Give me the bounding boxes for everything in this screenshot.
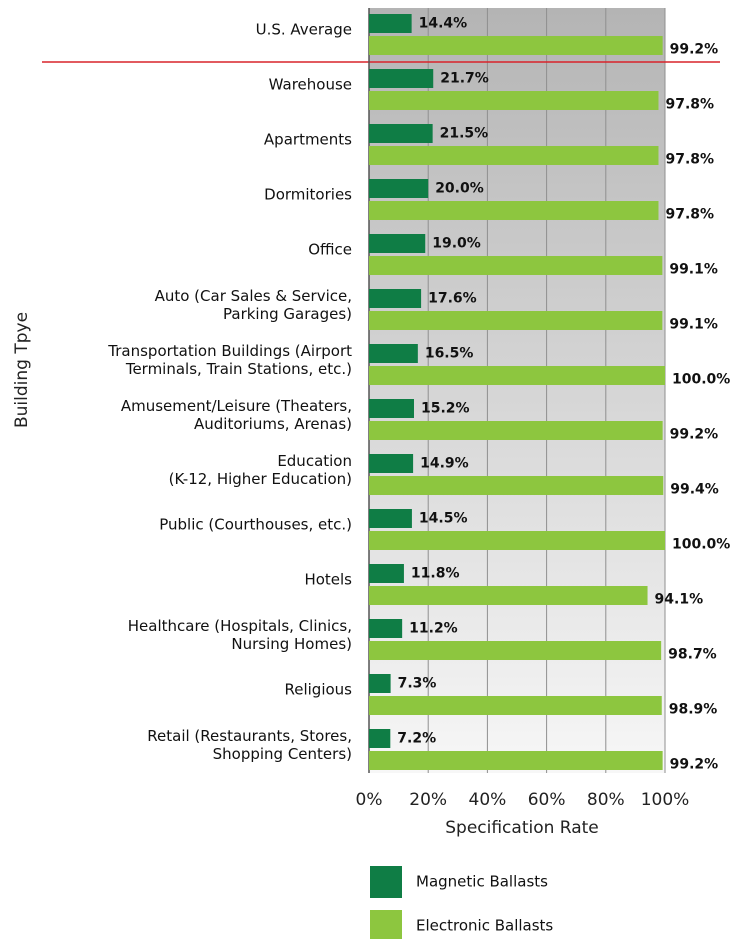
bar [369,476,664,495]
bar [369,696,662,715]
bar [369,146,659,165]
y-axis-label: Building Tpye [12,312,32,428]
value-label: 99.4% [670,482,719,498]
value-label: 17.6% [428,291,477,307]
value-label: 98.7% [668,647,717,663]
value-label: 7.3% [398,676,437,692]
bar [369,36,663,55]
value-label: 21.7% [440,71,489,87]
bar [369,531,665,550]
y-tick-label: Religious [285,681,353,699]
legend-swatch [370,866,402,898]
bar [369,289,422,308]
y-tick-label: Healthcare (Hospitals, Clinics, Nursing H… [128,617,352,653]
bar [369,69,434,88]
value-label: 97.8% [665,97,714,113]
bar [369,179,429,198]
value-label: 100.0% [672,537,730,553]
legend-label: Magnetic Ballasts [416,873,548,891]
y-tick-label: U.S. Average [256,21,352,39]
x-tick-label: 0% [356,790,383,810]
y-tick-label: Dormitories [264,186,352,204]
legend-label: Electronic Ballasts [416,917,553,935]
value-label: 94.1% [655,592,704,608]
value-label: 20.0% [435,181,484,197]
value-label: 14.4% [419,16,468,32]
bar [369,366,665,385]
y-tick-label: Education (K-12, Higher Education) [169,452,352,488]
bar [369,91,659,110]
y-tick-label: Apartments [264,131,352,149]
y-tick-label: Retail (Restaurants, Stores, Shopping Cen… [147,727,352,763]
value-label: 14.5% [419,511,468,527]
bar [369,729,391,748]
value-label: 99.2% [670,427,719,443]
value-label: 98.9% [669,702,718,718]
x-tick-label: 20% [409,790,447,810]
value-label: 99.2% [670,42,719,58]
value-label: 14.9% [420,456,469,472]
bar [369,454,414,473]
value-label: 11.2% [409,621,458,637]
x-tick-label: 60% [528,790,566,810]
y-tick-label: Warehouse [269,76,352,94]
x-axis-label: Specification Rate [445,818,599,838]
bar [369,509,412,528]
x-tick-label: 80% [587,790,625,810]
bar [369,674,391,693]
bar [369,641,662,660]
bar [369,344,418,363]
value-label: 19.0% [432,236,481,252]
value-label: 21.5% [440,126,489,142]
bar [369,311,663,330]
bar [369,421,663,440]
bar [369,751,663,770]
value-label: 11.8% [411,566,460,582]
value-label: 7.2% [397,731,436,747]
y-tick-label: Auto (Car Sales & Service, Parking Garage… [155,287,352,323]
value-label: 15.2% [421,401,470,417]
value-label: 99.1% [669,262,718,278]
bar [369,14,412,33]
x-tick-label: 40% [469,790,507,810]
value-label: 100.0% [672,372,730,388]
y-tick-label: Amusement/Leisure (Theaters, Auditoriums,… [121,397,352,433]
y-tick-label: Transportation Buildings (Airport Termina… [107,342,352,378]
value-label: 97.8% [665,207,714,223]
bar [369,619,403,638]
y-tick-label: Hotels [304,571,352,589]
value-label: 99.2% [670,757,719,773]
value-label: 99.1% [669,317,718,333]
bar [369,124,433,143]
y-tick-label: Office [308,241,352,259]
value-label: 16.5% [425,346,474,362]
y-tick-label: Public (Courthouses, etc.) [159,516,352,534]
bar [369,586,648,605]
bar [369,256,663,275]
x-tick-label: 100% [641,790,690,810]
bar [369,234,426,253]
bar [369,201,659,220]
value-label: 97.8% [665,152,714,168]
bar [369,399,414,418]
legend-swatch [370,910,402,939]
bar [369,564,404,583]
